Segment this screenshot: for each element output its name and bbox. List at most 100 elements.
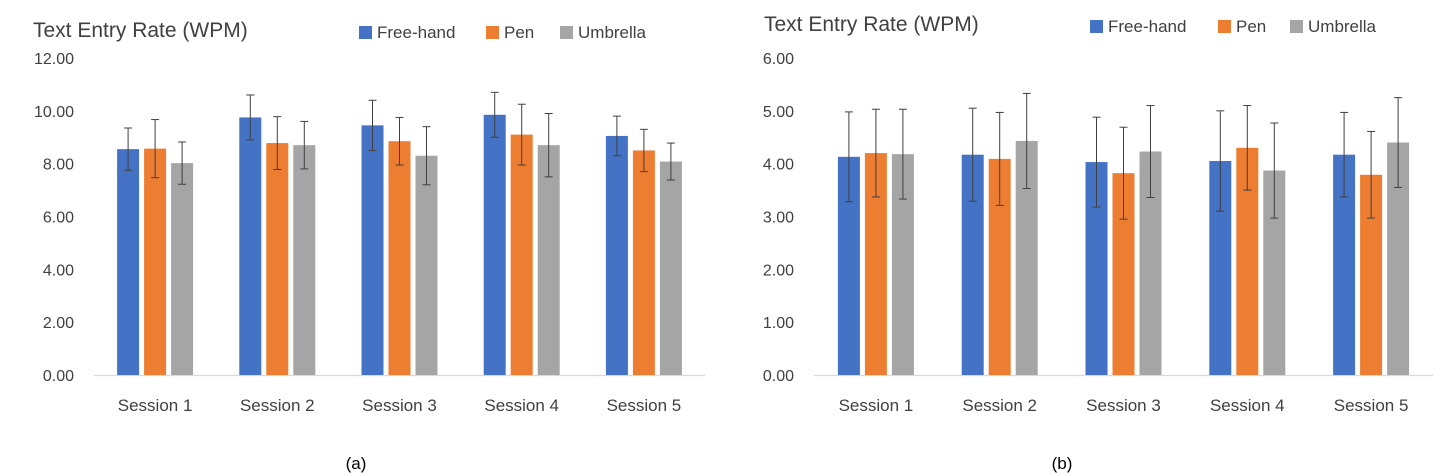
legend-label-pen: Pen bbox=[1236, 17, 1266, 36]
y-tick-label: 4.00 bbox=[763, 157, 794, 174]
legend-label-free-hand: Free-hand bbox=[377, 23, 455, 42]
bar-free-hand-session-3 bbox=[1085, 162, 1108, 375]
x-tick-label: Session 4 bbox=[1210, 396, 1285, 415]
y-tick-label: 0.00 bbox=[43, 368, 74, 385]
y-tick-label: 10.00 bbox=[34, 104, 74, 121]
bar-pen-session-2 bbox=[988, 158, 1011, 375]
chart-a-bars bbox=[117, 91, 682, 375]
error-bar-free-hand-session-4 bbox=[1216, 110, 1225, 212]
y-tick-label: 12.00 bbox=[34, 51, 74, 68]
x-tick-label: Session 5 bbox=[1334, 396, 1409, 415]
legend-swatch-umbrella bbox=[1290, 20, 1303, 33]
error-bar-umbrella-session-5 bbox=[1394, 97, 1403, 188]
x-tick-label: Session 2 bbox=[240, 396, 315, 415]
chart-a-title: Text Entry Rate (WPM) bbox=[33, 19, 248, 42]
error-bar-umbrella-session-2 bbox=[1022, 92, 1031, 189]
bar-pen-session-5 bbox=[1360, 174, 1383, 375]
bar-free-hand-session-4 bbox=[1209, 161, 1232, 375]
error-bar-free-hand-session-1 bbox=[124, 127, 133, 171]
error-bar-pen-session-4 bbox=[1243, 105, 1252, 191]
error-bar-free-hand-session-3 bbox=[368, 99, 377, 151]
error-bar-free-hand-session-2 bbox=[246, 94, 255, 141]
error-bar-free-hand-session-1 bbox=[844, 111, 853, 203]
error-bar-free-hand-session-5 bbox=[612, 115, 621, 157]
y-tick-label: 8.00 bbox=[43, 157, 74, 174]
error-bar-pen-session-2 bbox=[995, 111, 1004, 206]
chart-a: Text Entry Rate (WPM) (a) Free-hand Pen Um… bbox=[33, 19, 705, 473]
bar-umbrella-session-5 bbox=[659, 161, 682, 375]
bar-pen-session-3 bbox=[1112, 173, 1135, 375]
chart-b-legend: Free-hand Pen Umbrella bbox=[1090, 17, 1377, 36]
legend-swatch-free-hand bbox=[1090, 20, 1103, 33]
error-bar-pen-session-3 bbox=[395, 116, 404, 166]
bar-umbrella-session-5 bbox=[1387, 142, 1410, 375]
error-bar-umbrella-session-1 bbox=[898, 108, 907, 200]
bar-free-hand-session-4 bbox=[483, 114, 506, 375]
bar-umbrella-session-4 bbox=[1263, 170, 1286, 375]
bar-umbrella-session-2 bbox=[293, 145, 316, 375]
error-bar-umbrella-session-4 bbox=[1270, 122, 1279, 219]
bar-umbrella-session-1 bbox=[891, 154, 914, 375]
chart-a-legend: Free-hand Pen Umbrella bbox=[359, 23, 647, 42]
chart-a-caption: (a) bbox=[346, 454, 367, 473]
y-tick-label: 2.00 bbox=[43, 315, 74, 332]
bar-free-hand-session-5 bbox=[1333, 154, 1356, 375]
x-tick-label: Session 3 bbox=[362, 396, 437, 415]
chart-b-caption: (b) bbox=[1052, 454, 1073, 473]
legend-swatch-pen bbox=[1218, 20, 1231, 33]
error-bar-free-hand-session-4 bbox=[490, 91, 499, 138]
chart-b: Text Entry Rate (WPM) (b) Free-hand Pen Um… bbox=[763, 13, 1433, 473]
error-bar-free-hand-session-5 bbox=[1340, 111, 1349, 198]
error-bar-pen-session-4 bbox=[517, 103, 526, 166]
bar-pen-session-5 bbox=[632, 150, 655, 375]
legend-swatch-pen bbox=[486, 26, 499, 39]
error-bar-pen-session-5 bbox=[639, 128, 648, 173]
bar-umbrella-session-3 bbox=[415, 155, 438, 375]
bar-pen-session-4 bbox=[510, 134, 533, 375]
error-bar-free-hand-session-2 bbox=[968, 107, 977, 202]
bar-pen-session-3 bbox=[388, 141, 411, 375]
x-tick-label: Session 2 bbox=[962, 396, 1037, 415]
legend-label-pen: Pen bbox=[504, 23, 534, 42]
x-tick-label: Session 4 bbox=[484, 396, 559, 415]
x-tick-label: Session 5 bbox=[607, 396, 682, 415]
error-bar-pen-session-1 bbox=[151, 119, 160, 179]
legend-label-free-hand: Free-hand bbox=[1108, 17, 1186, 36]
error-bar-free-hand-session-3 bbox=[1092, 116, 1101, 208]
bar-umbrella-session-4 bbox=[537, 145, 560, 375]
y-tick-label: 6.00 bbox=[763, 51, 794, 68]
x-tick-label: Session 1 bbox=[118, 396, 193, 415]
legend-label-umbrella: Umbrella bbox=[1308, 17, 1377, 36]
chart-b-x-axis: Session 1 Session 2 Session 3 Session 4 Sess… bbox=[814, 374, 1433, 415]
y-tick-label: 2.00 bbox=[763, 262, 794, 279]
x-tick-label: Session 3 bbox=[1086, 396, 1161, 415]
error-bar-umbrella-session-5 bbox=[666, 142, 675, 181]
bar-umbrella-session-2 bbox=[1015, 140, 1038, 375]
y-tick-label: 4.00 bbox=[43, 262, 74, 279]
y-tick-label: 0.00 bbox=[763, 368, 794, 385]
bar-umbrella-session-1 bbox=[171, 163, 194, 375]
bar-pen-session-1 bbox=[144, 148, 167, 375]
bar-free-hand-session-5 bbox=[605, 135, 628, 375]
bar-pen-session-4 bbox=[1236, 147, 1259, 375]
y-tick-label: 6.00 bbox=[43, 210, 74, 227]
x-tick-label: Session 1 bbox=[839, 396, 914, 415]
bar-free-hand-session-1 bbox=[117, 149, 140, 375]
error-bar-umbrella-session-2 bbox=[300, 120, 309, 170]
bar-pen-session-1 bbox=[864, 153, 887, 375]
bar-free-hand-session-1 bbox=[837, 156, 860, 375]
bar-free-hand-session-2 bbox=[239, 117, 262, 375]
bar-pen-session-2 bbox=[266, 143, 289, 375]
legend-swatch-free-hand bbox=[359, 26, 372, 39]
error-bar-pen-session-3 bbox=[1119, 126, 1128, 220]
y-tick-label: 3.00 bbox=[763, 210, 794, 227]
error-bar-umbrella-session-3 bbox=[1146, 105, 1155, 198]
legend-swatch-umbrella bbox=[560, 26, 573, 39]
error-bar-pen-session-5 bbox=[1367, 130, 1376, 219]
chart-b-title: Text Entry Rate (WPM) bbox=[764, 13, 979, 36]
chart-b-y-axis: 0.00 1.00 2.00 3.00 4.00 5.00 6.00 bbox=[763, 51, 794, 385]
bar-umbrella-session-3 bbox=[1139, 151, 1162, 375]
error-bar-pen-session-1 bbox=[871, 108, 880, 198]
